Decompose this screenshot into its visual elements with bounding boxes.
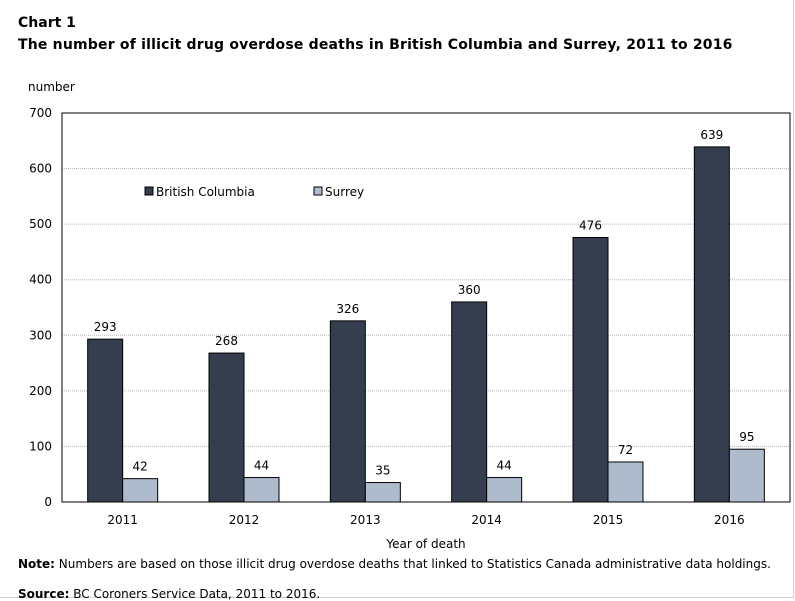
plot-area-border xyxy=(61,112,791,503)
bar-surrey-2016 xyxy=(728,448,765,503)
data-label-british-columbia-2013: 326 xyxy=(336,302,359,316)
data-label-british-columbia-2012: 268 xyxy=(215,334,238,348)
bar-surrey-2013 xyxy=(364,482,401,503)
source: Source: BC Coroners Service Data, 2011 t… xyxy=(18,587,778,601)
chart-label: Chart 1 xyxy=(18,15,76,31)
y-tick-label-300: 300 xyxy=(29,328,52,342)
y-axis-label: number xyxy=(28,80,75,94)
x-tick-label-2014: 2014 xyxy=(471,513,502,527)
bar-british-columbia-2013 xyxy=(329,320,366,503)
x-tick-label-2016: 2016 xyxy=(714,513,745,527)
bar-surrey-2011 xyxy=(122,478,159,503)
note-label: Note: xyxy=(18,557,55,571)
data-label-surrey-2011: 42 xyxy=(133,460,148,474)
data-label-british-columbia-2015: 476 xyxy=(579,218,602,232)
data-label-surrey-2016: 95 xyxy=(739,430,754,444)
bar-british-columbia-2011 xyxy=(87,338,124,503)
data-label-british-columbia-2011: 293 xyxy=(94,320,117,334)
chart-title: The number of illicit drug overdose deat… xyxy=(18,37,733,53)
data-label-surrey-2015: 72 xyxy=(618,443,633,457)
data-label-surrey-2012: 44 xyxy=(254,459,269,473)
y-tick-label-500: 500 xyxy=(29,217,52,231)
legend-label-surrey: Surrey xyxy=(325,185,364,199)
source-label: Source: xyxy=(18,587,70,601)
bar-surrey-2014 xyxy=(486,477,523,503)
x-tick-label-2012: 2012 xyxy=(229,513,260,527)
legend-label-british-columbia: British Columbia xyxy=(156,185,255,199)
note: Note: Numbers are based on those illicit… xyxy=(18,557,778,571)
y-tick-label-400: 400 xyxy=(29,273,52,287)
y-tick-label-700: 700 xyxy=(29,106,52,120)
bar-british-columbia-2012 xyxy=(208,352,245,503)
source-text: BC Coroners Service Data, 2011 to 2016. xyxy=(73,587,321,601)
data-label-british-columbia-2016: 639 xyxy=(700,128,723,142)
y-tick-label-0: 0 xyxy=(44,495,52,509)
x-axis-label: Year of death xyxy=(385,537,465,551)
bar-british-columbia-2015 xyxy=(572,236,609,503)
legend-swatch-british-columbia xyxy=(144,186,154,196)
bar-surrey-2015 xyxy=(607,461,644,503)
y-tick-label-200: 200 xyxy=(29,384,52,398)
legend-swatch-surrey xyxy=(313,186,323,196)
y-tick-label-600: 600 xyxy=(29,162,52,176)
x-tick-label-2013: 2013 xyxy=(350,513,381,527)
y-tick-label-100: 100 xyxy=(29,439,52,453)
bar-british-columbia-2014 xyxy=(451,301,488,503)
x-tick-label-2011: 2011 xyxy=(107,513,138,527)
data-label-surrey-2014: 44 xyxy=(497,459,512,473)
bar-surrey-2012 xyxy=(243,477,280,503)
data-label-british-columbia-2014: 360 xyxy=(458,283,481,297)
note-text: Numbers are based on those illicit drug … xyxy=(58,557,771,571)
data-label-surrey-2013: 35 xyxy=(375,464,390,478)
bar-british-columbia-2016 xyxy=(693,146,730,503)
x-tick-label-2015: 2015 xyxy=(593,513,624,527)
